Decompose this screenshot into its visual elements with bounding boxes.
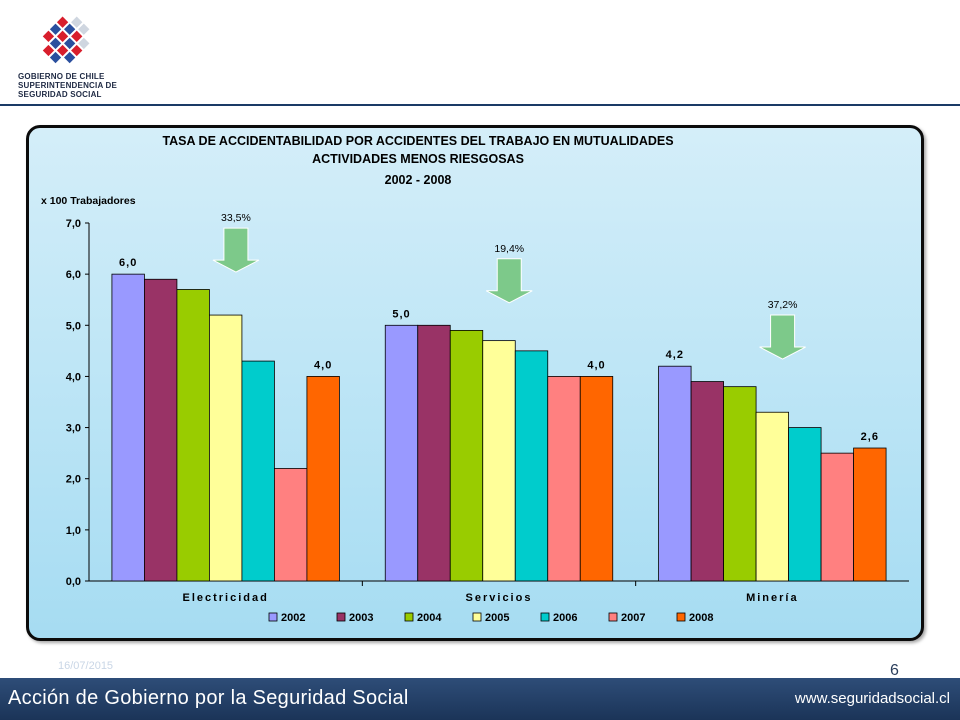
- down-arrow-icon: [212, 227, 260, 273]
- y-tick-label-7: 7,0: [66, 218, 81, 230]
- bar-2004-2: [723, 386, 757, 582]
- legend-label-2007: 2007: [621, 612, 645, 624]
- y-tick-label-2: 2,0: [66, 474, 81, 486]
- legend-swatch-2002: [268, 612, 278, 622]
- header-divider: [0, 104, 960, 106]
- bar-2008-2: [853, 447, 887, 582]
- bar-2004-1: [449, 329, 484, 582]
- y-tick-label-0: 0,0: [66, 576, 81, 588]
- bar-2006-1: [514, 350, 549, 582]
- legend-swatch-2005: [472, 612, 482, 622]
- bar-2007-0: [274, 468, 308, 582]
- reduction-annotation-1: 19,4%: [494, 243, 524, 255]
- bar-2003-1: [417, 324, 451, 582]
- category-label-2: Minería: [746, 592, 799, 604]
- data-label-5: 2,6: [861, 431, 879, 443]
- category-label-0: Electricidad: [182, 592, 268, 604]
- org-line-3: SEGURIDAD SOCIAL: [18, 90, 102, 99]
- org-line-2: SUPERINTENDENCIA DE: [18, 81, 118, 90]
- bar-2008-0: [306, 376, 340, 582]
- y-tick-label-6: 6,0: [66, 269, 81, 281]
- data-label-2: 5,0: [392, 308, 410, 320]
- y-tick-label-5: 5,0: [66, 320, 81, 332]
- data-label-3: 4,0: [587, 359, 605, 371]
- bar-2008-1: [579, 376, 614, 582]
- bar-chart: TASA DE ACCIDENTABILIDAD POR ACCIDENTES …: [41, 134, 909, 624]
- government-logo: [42, 16, 90, 64]
- legend-label-2003: 2003: [349, 612, 373, 624]
- bar-2004-0: [176, 289, 210, 582]
- bar-2003-2: [690, 381, 724, 582]
- legend-swatch-2007: [608, 612, 618, 622]
- footer-bar: Acción de Gobierno por la Seguridad Soci…: [0, 678, 960, 720]
- bar-2005-0: [209, 314, 243, 582]
- down-arrow-icon: [486, 258, 533, 304]
- category-label-1: Servicios: [466, 592, 533, 604]
- bar-2003-0: [144, 278, 178, 582]
- down-arrow-icon: [759, 314, 806, 360]
- bar-2002-0: [111, 273, 145, 582]
- reduction-annotation-2: 37,2%: [768, 299, 798, 311]
- data-label-4: 4,2: [666, 349, 684, 361]
- footer-url[interactable]: www.seguridadsocial.cl: [794, 690, 950, 707]
- legend-swatch-2006: [540, 612, 550, 622]
- bar-2002-2: [658, 365, 692, 582]
- data-label-1: 4,0: [314, 359, 332, 371]
- y-tick-label-1: 1,0: [66, 525, 81, 537]
- chart-title-line-2: ACTIVIDADES MENOS RIESGOSAS: [312, 152, 524, 166]
- chart-title-line-1: TASA DE ACCIDENTABILIDAD POR ACCIDENTES …: [162, 134, 673, 148]
- bar-2006-2: [788, 427, 822, 582]
- footer-title: Acción de Gobierno por la Seguridad Soci…: [8, 687, 409, 709]
- bar-2005-2: [755, 411, 789, 582]
- y-tick-label-4: 4,0: [66, 371, 81, 383]
- bar-2002-1: [384, 324, 419, 582]
- legend-swatch-2003: [336, 612, 346, 622]
- page-number: 6: [890, 662, 899, 679]
- header: GOBIERNO DE CHILE SUPERINTENDENCIA DE SE…: [0, 0, 960, 110]
- legend-label-2008: 2008: [689, 612, 713, 624]
- bar-2007-2: [820, 452, 854, 582]
- chart-title-line-3: 2002 - 2008: [385, 173, 452, 187]
- data-label-0: 6,0: [119, 257, 137, 269]
- bar-2005-1: [482, 340, 516, 582]
- legend-label-2005: 2005: [485, 612, 509, 624]
- bar-2007-1: [547, 376, 581, 582]
- reduction-annotation-0: 33,5%: [221, 212, 251, 224]
- chart-frame: TASA DE ACCIDENTABILIDAD POR ACCIDENTES …: [26, 125, 924, 641]
- legend-label-2002: 2002: [281, 612, 305, 624]
- org-line-1: GOBIERNO DE CHILE: [18, 72, 105, 81]
- organization-name: GOBIERNO DE CHILE SUPERINTENDENCIA DE SE…: [18, 72, 138, 99]
- y-tick-label-3: 3,0: [66, 423, 81, 435]
- legend-swatch-2004: [404, 612, 414, 622]
- bar-2006-0: [241, 360, 275, 582]
- legend-swatch-2008: [676, 612, 686, 622]
- y-axis-label: x 100 Trabajadores: [41, 195, 136, 207]
- slide-date: 16/07/2015: [58, 660, 114, 672]
- legend-label-2004: 2004: [417, 612, 442, 624]
- legend-label-2006: 2006: [553, 612, 577, 624]
